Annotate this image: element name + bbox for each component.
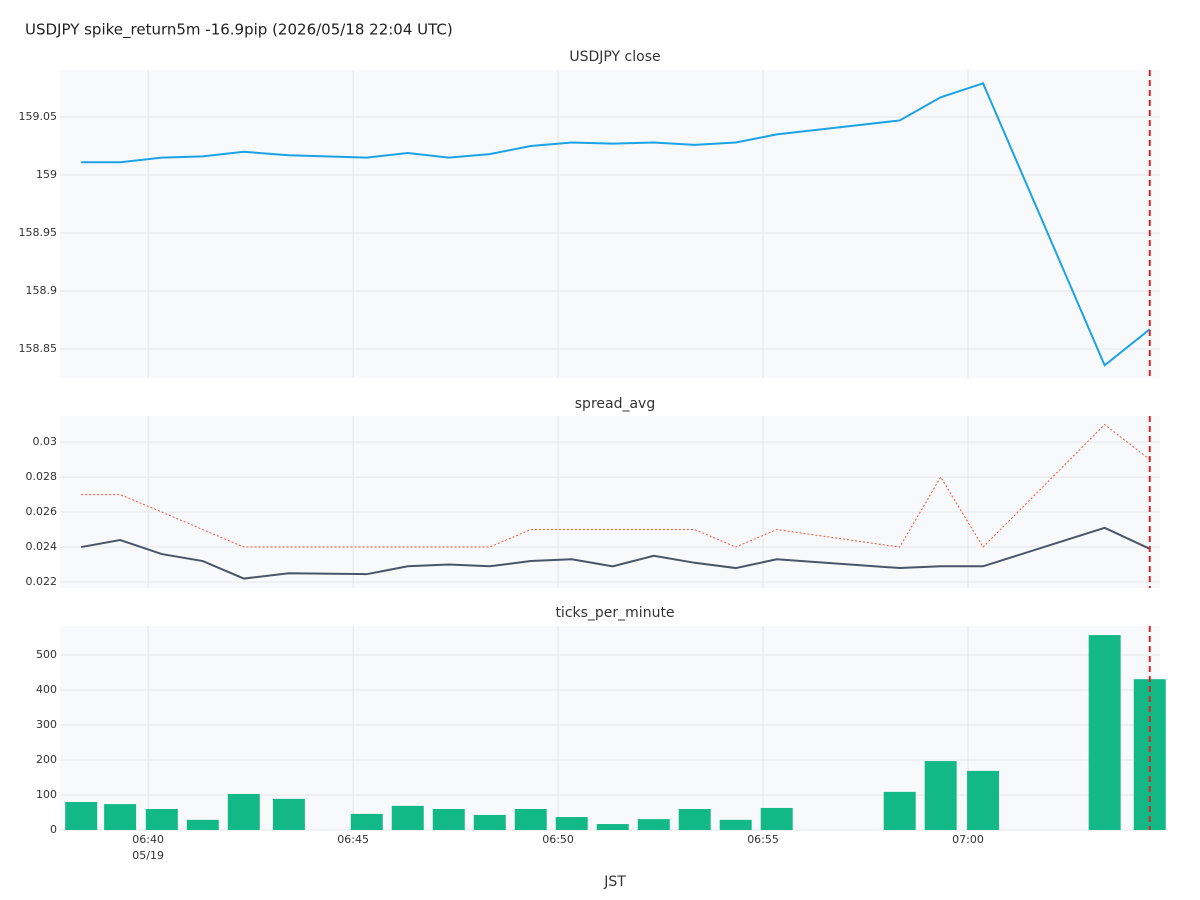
y-tick-label: 200 xyxy=(36,753,57,766)
line xyxy=(81,82,1151,367)
x-tick-label: 06:55 xyxy=(747,833,779,846)
bar xyxy=(719,819,752,830)
subplot-title: spread_avg xyxy=(575,396,655,412)
bar xyxy=(678,809,711,830)
bar xyxy=(227,793,260,830)
bar xyxy=(555,817,588,830)
line xyxy=(81,423,1151,548)
y-tick-label: 159.05 xyxy=(19,110,58,123)
bar xyxy=(186,819,219,830)
x-axis-title: JST xyxy=(603,874,626,890)
y-tick-label: 159 xyxy=(36,168,57,181)
x-tick-label: 06:40 xyxy=(132,833,164,846)
bar xyxy=(1088,635,1121,830)
y-tick-label: 100 xyxy=(36,788,57,801)
bar xyxy=(350,813,383,830)
x-tick-label: 06:45 xyxy=(337,833,369,846)
y-tick-label: 0 xyxy=(50,823,57,836)
bar xyxy=(391,805,424,830)
bar xyxy=(596,824,629,830)
bar xyxy=(760,807,793,830)
y-tick-label: 158.9 xyxy=(26,284,58,297)
bar xyxy=(1133,679,1166,830)
bar xyxy=(514,809,547,830)
x-tick-label: 07:00 xyxy=(952,833,984,846)
bar xyxy=(883,791,916,830)
bar xyxy=(145,809,178,830)
plot-background xyxy=(60,70,1160,378)
subplot-title: USDJPY close xyxy=(569,49,660,65)
subplot-title: ticks_per_minute xyxy=(555,605,674,621)
y-tick-label: 300 xyxy=(36,718,57,731)
bar xyxy=(924,761,957,830)
chart-title: USDJPY spike_return5m -16.9pip (2026/05/… xyxy=(25,21,453,40)
bar xyxy=(104,804,137,830)
plot-background xyxy=(60,416,1160,588)
y-tick-label: 400 xyxy=(36,683,57,696)
y-tick-label: 0.024 xyxy=(26,540,58,553)
y-tick-label: 500 xyxy=(36,648,57,661)
bar xyxy=(967,770,1000,830)
bar xyxy=(432,809,465,830)
bar xyxy=(65,802,98,830)
x-date-label: 05/19 xyxy=(132,849,164,862)
x-tick-label: 06:50 xyxy=(542,833,574,846)
y-tick-label: 158.85 xyxy=(19,342,58,355)
bar xyxy=(473,814,506,830)
bar xyxy=(637,819,670,830)
line xyxy=(81,526,1151,580)
y-tick-label: 0.028 xyxy=(26,470,58,483)
bar xyxy=(272,798,305,830)
y-tick-label: 0.022 xyxy=(26,575,58,588)
y-tick-label: 0.03 xyxy=(33,435,58,448)
y-tick-label: 0.026 xyxy=(26,505,58,518)
y-tick-label: 158.95 xyxy=(19,226,58,239)
